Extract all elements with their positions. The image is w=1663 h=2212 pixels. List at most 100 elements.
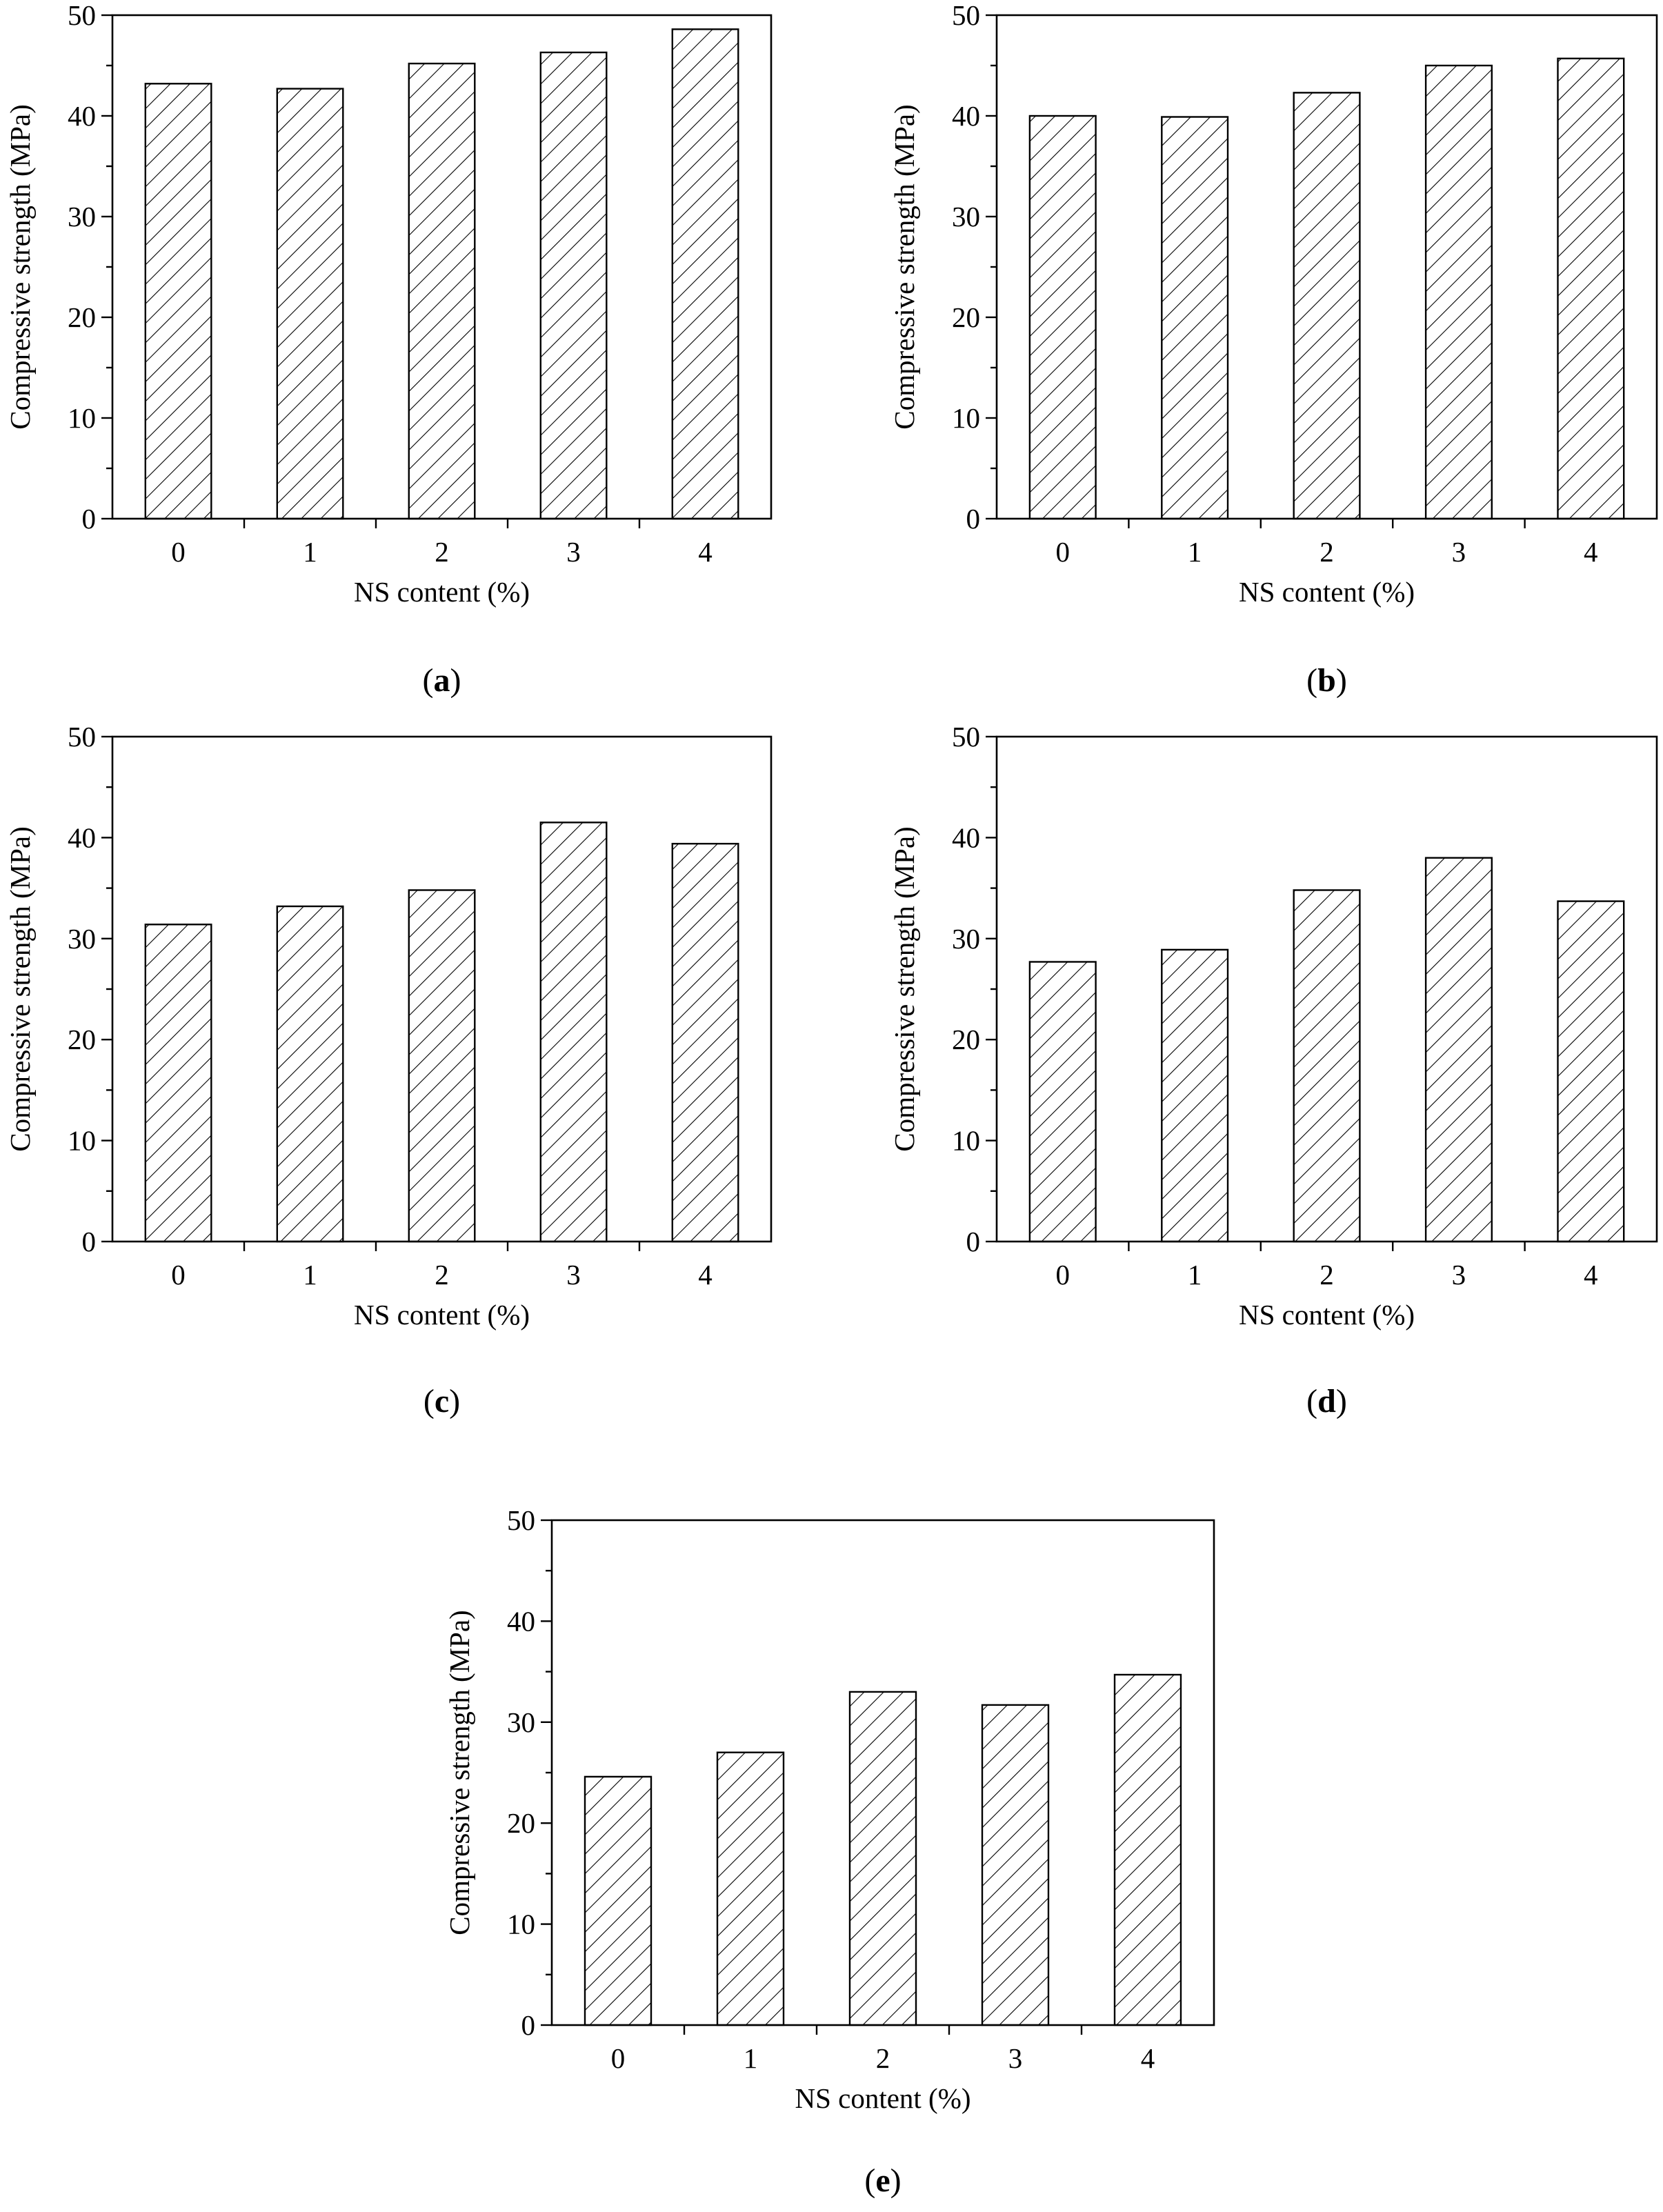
panel-label-e: (e) [864, 2162, 901, 2199]
x-tick-label-e: 0 [611, 2042, 626, 2074]
x-tick-label-a: 2 [435, 536, 449, 568]
bar-a-3 [539, 51, 608, 520]
bar-d-4 [1557, 900, 1625, 1243]
x-tick-label-a: 4 [698, 536, 713, 568]
x-tick-label-d: 1 [1188, 1259, 1202, 1291]
x-tick-label-c: 3 [566, 1259, 581, 1291]
x-axis-title-e: NS content (%) [795, 2082, 970, 2114]
y-tick-label-a: 40 [68, 100, 96, 132]
y-tick-label-e: 20 [507, 1807, 535, 1839]
y-tick-label-c: 30 [68, 923, 96, 955]
y-tick-label-d: 10 [952, 1125, 980, 1157]
panel-label-c: (c) [424, 1383, 460, 1419]
y-tick-label-a: 0 [82, 503, 97, 535]
y-tick-label-b: 50 [952, 0, 980, 31]
y-tick-label-c: 0 [82, 1226, 97, 1257]
y-tick-label-c: 20 [68, 1024, 96, 1055]
y-tick-label-d: 50 [952, 721, 980, 753]
x-tick-label-e: 4 [1141, 2042, 1155, 2074]
y-axis-title-c: Compressive strength (MPa) [4, 826, 36, 1151]
x-tick-label-d: 3 [1452, 1259, 1466, 1291]
y-axis-title-d: Compressive strength (MPa) [888, 826, 920, 1151]
y-tick-label-d: 30 [952, 923, 980, 955]
x-tick-label-d: 2 [1320, 1259, 1334, 1291]
panel-label-b: (b) [1306, 662, 1347, 699]
y-tick-label-b: 10 [952, 402, 980, 434]
bar-b-2 [1293, 92, 1361, 520]
y-tick-label-b: 20 [952, 301, 980, 333]
y-tick-label-c: 10 [68, 1125, 96, 1157]
bar-c-0 [144, 924, 212, 1243]
x-tick-label-a: 1 [303, 536, 317, 568]
y-tick-label-e: 50 [507, 1504, 535, 1536]
panel-e: 0 10 20 30 40 50 0 1 2 3 4 NS content (%) Compressiv… [444, 1504, 1215, 2199]
bar-e-1 [716, 1751, 785, 2026]
y-tick-label-d: 0 [966, 1226, 981, 1257]
y-tick-label-e: 30 [507, 1706, 535, 1738]
y-tick-label-a: 10 [68, 402, 96, 434]
x-axis-title-d: NS content (%) [1239, 1299, 1415, 1331]
x-tick-label-b: 0 [1055, 536, 1070, 568]
y-tick-label-e: 40 [507, 1605, 535, 1637]
panel-label-d: (d) [1306, 1383, 1347, 1419]
x-tick-label-e: 3 [1008, 2042, 1023, 2074]
panel-label-a: (a) [423, 662, 461, 699]
y-tick-label-d: 40 [952, 821, 980, 853]
x-tick-label-c: 0 [171, 1259, 186, 1291]
panel-d: 0 10 20 30 40 50 0 1 2 3 4 NS content (%) Compressiv… [888, 721, 1658, 1419]
x-tick-label-c: 4 [698, 1259, 713, 1291]
bar-e-4 [1113, 1673, 1182, 2026]
bar-c-1 [276, 905, 344, 1243]
x-tick-label-b: 2 [1320, 536, 1334, 568]
x-tick-label-a: 3 [566, 536, 581, 568]
bar-b-4 [1557, 57, 1625, 520]
x-tick-label-b: 1 [1188, 536, 1202, 568]
y-tick-label-c: 40 [68, 821, 96, 853]
y-tick-label-a: 20 [68, 301, 96, 333]
y-tick-label-b: 40 [952, 100, 980, 132]
bar-c-3 [539, 821, 608, 1243]
bar-d-1 [1161, 948, 1229, 1243]
x-tick-label-a: 0 [171, 536, 186, 568]
bar-e-2 [848, 1691, 917, 2026]
bar-c-4 [671, 842, 739, 1243]
y-tick-label-a: 30 [68, 201, 96, 232]
x-axis-title-b: NS content (%) [1239, 576, 1415, 608]
y-axis-title-b: Compressive strength (MPa) [888, 104, 920, 429]
x-axis-title-c: NS content (%) [354, 1299, 530, 1331]
y-tick-label-b: 30 [952, 201, 980, 232]
x-axis-title-a: NS content (%) [354, 576, 530, 608]
bar-d-0 [1028, 961, 1097, 1243]
x-tick-label-e: 1 [744, 2042, 758, 2074]
panel-c: 0 10 20 30 40 50 0 1 2 3 4 NS content (%) Compressiv… [4, 721, 773, 1419]
bar-b-0 [1028, 114, 1097, 520]
x-tick-label-c: 1 [303, 1259, 317, 1291]
y-tick-label-c: 50 [68, 721, 96, 753]
y-tick-label-a: 50 [68, 0, 96, 31]
bar-b-1 [1161, 116, 1229, 520]
bar-b-3 [1424, 64, 1493, 520]
bar-c-2 [408, 889, 476, 1243]
y-tick-label-e: 0 [521, 2009, 536, 2041]
y-tick-label-e: 10 [507, 1909, 535, 1940]
panel-a: 0 10 20 30 40 50 0 1 2 3 4 NS content (%) Compressiv… [4, 0, 773, 699]
x-tick-label-d: 4 [1584, 1259, 1598, 1291]
y-tick-label-d: 20 [952, 1024, 980, 1055]
x-tick-label-d: 0 [1055, 1259, 1070, 1291]
x-tick-label-b: 3 [1452, 536, 1466, 568]
bar-e-0 [584, 1775, 653, 2026]
y-tick-label-b: 0 [966, 503, 981, 535]
y-axis-title-e: Compressive strength (MPa) [444, 1610, 475, 1935]
x-tick-label-e: 2 [876, 2042, 890, 2074]
bar-a-4 [671, 28, 739, 520]
y-axis-title-a: Compressive strength (MPa) [4, 104, 36, 429]
x-tick-label-c: 2 [435, 1259, 449, 1291]
bar-d-3 [1424, 857, 1493, 1243]
bar-a-2 [408, 62, 476, 520]
bar-d-2 [1293, 889, 1361, 1243]
bar-e-3 [981, 1704, 1050, 2026]
x-tick-label-b: 4 [1584, 536, 1598, 568]
panel-b: 0 10 20 30 40 50 0 1 2 3 4 NS content (%) Compressiv… [888, 0, 1658, 699]
bar-a-0 [144, 83, 212, 520]
